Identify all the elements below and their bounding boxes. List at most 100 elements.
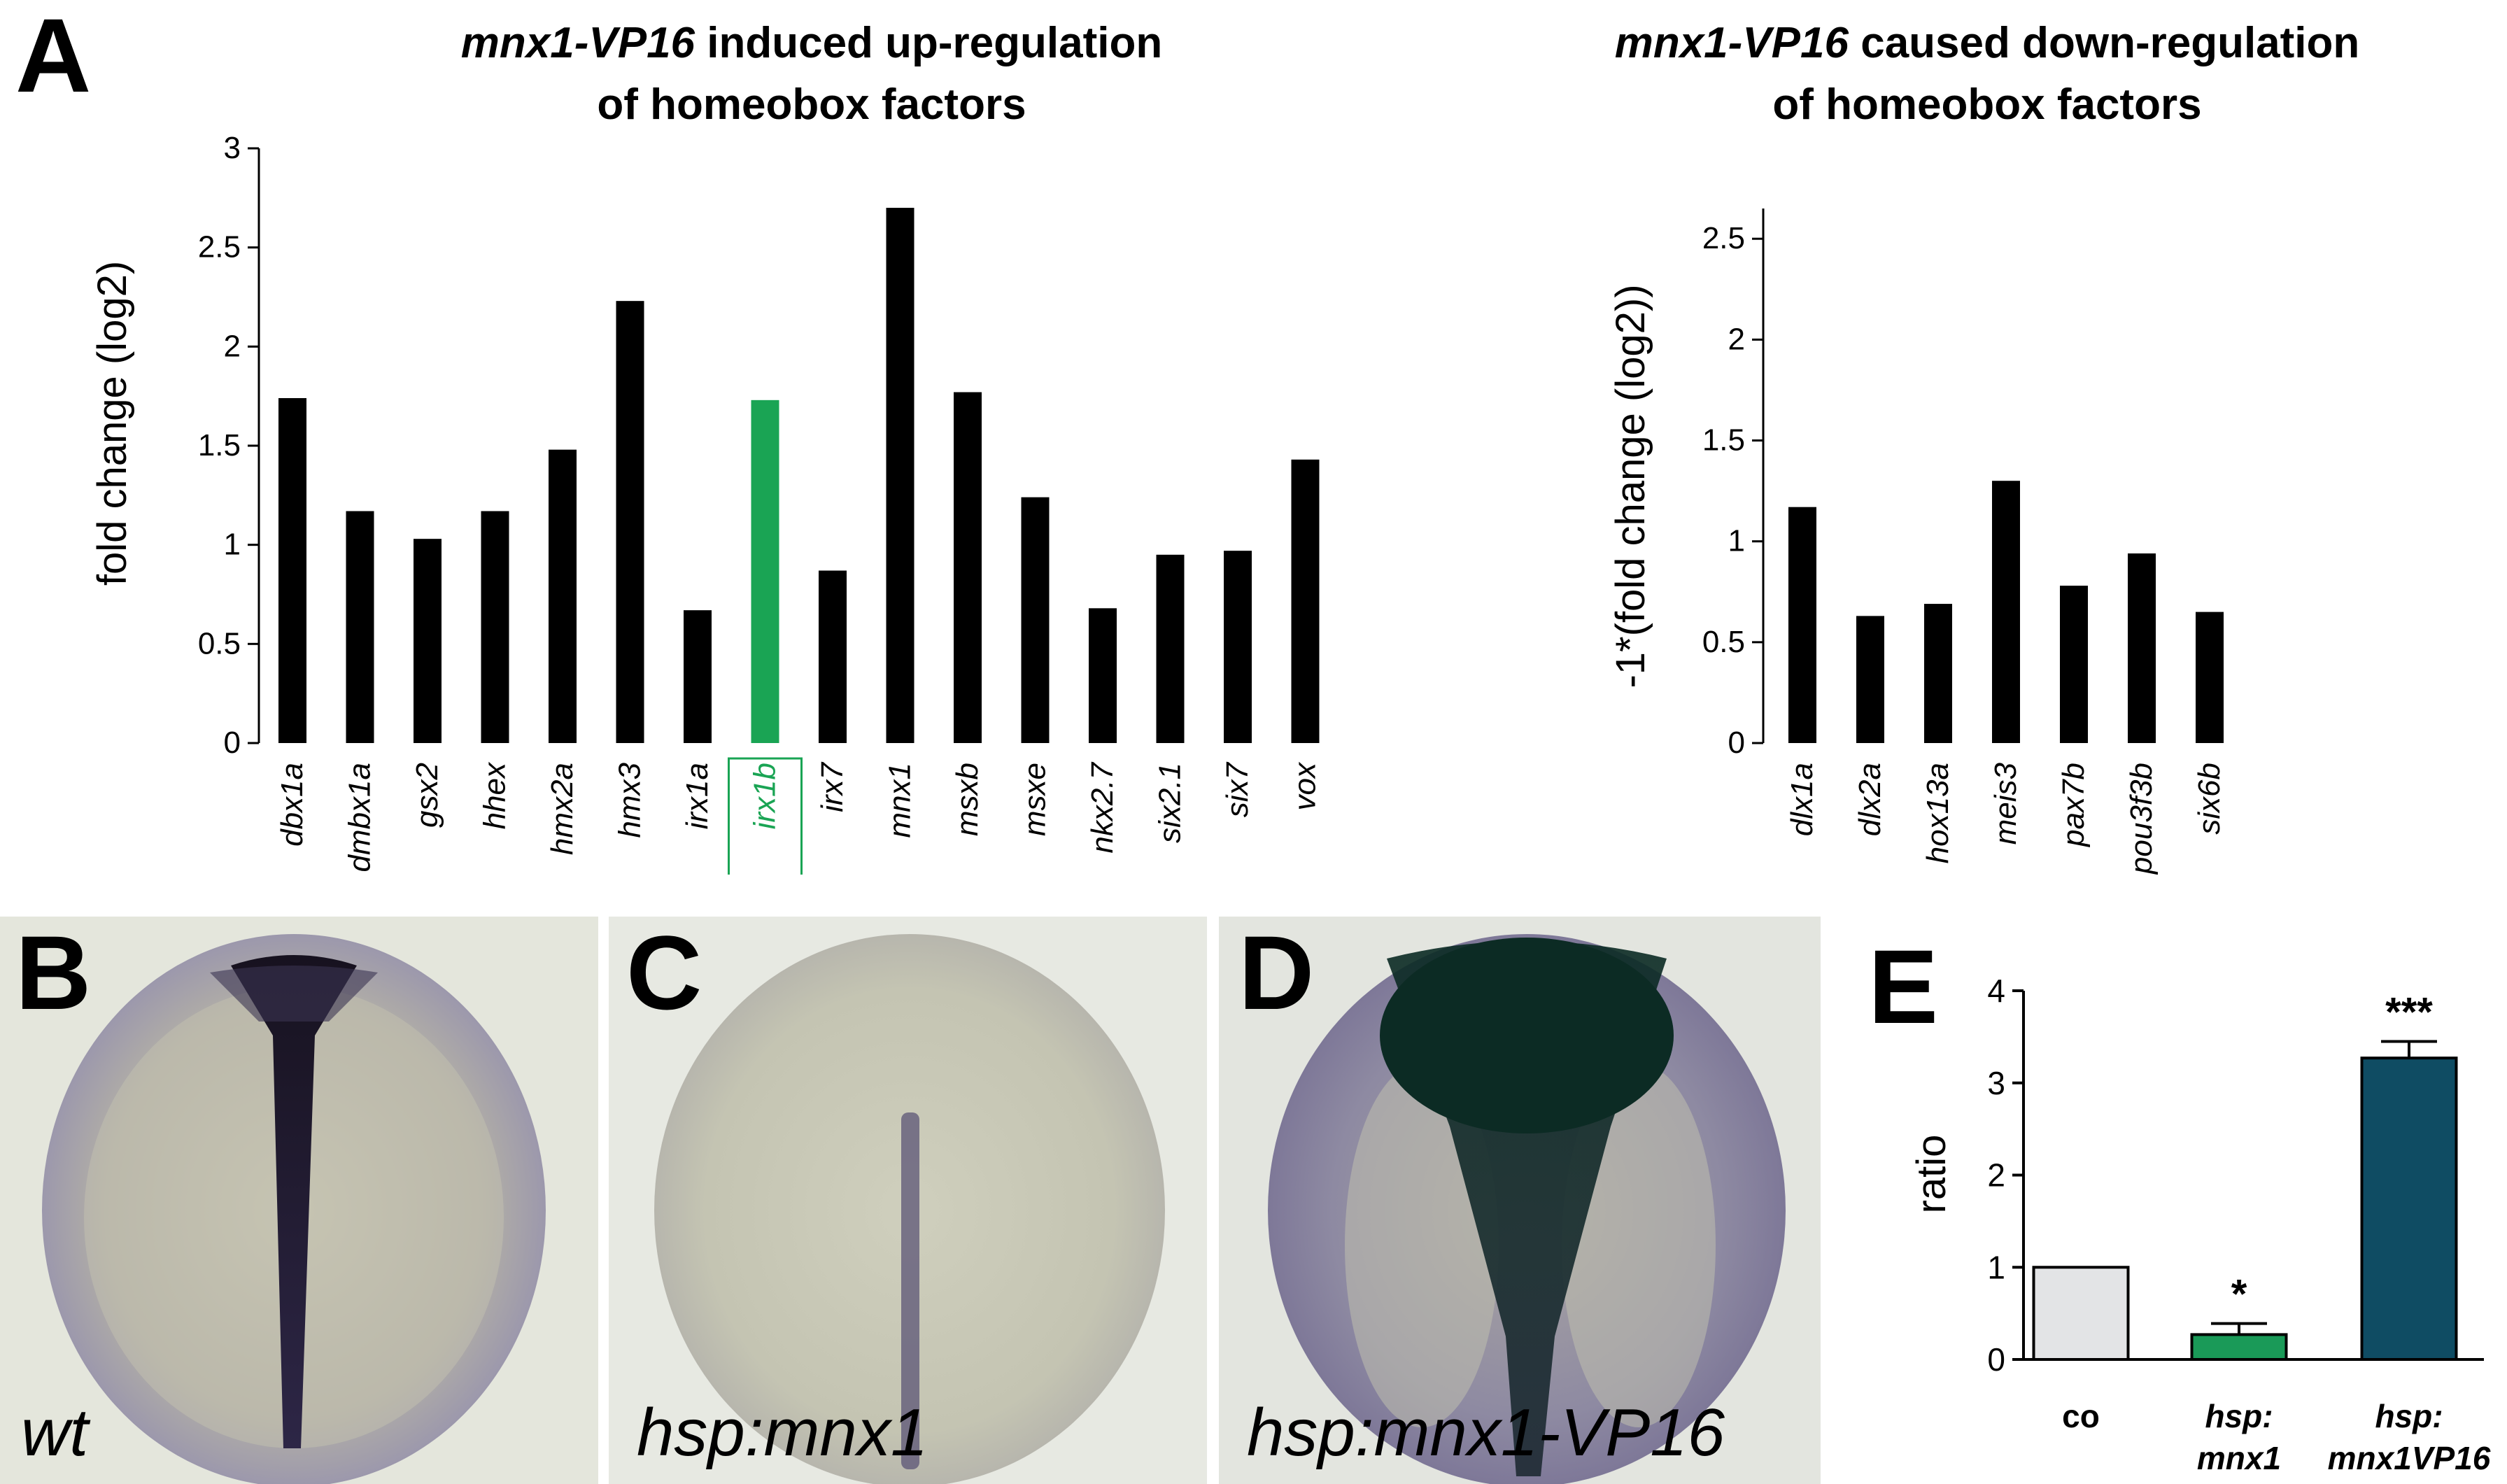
- e-category-label-line2: mnx1VP16: [2328, 1440, 2491, 1476]
- down-category-label: meis3: [1989, 762, 2023, 845]
- up-y-tick-label: 3: [224, 131, 241, 165]
- up-bar-six7: [1224, 551, 1252, 743]
- down-bar-dlx1a: [1788, 507, 1816, 743]
- up-bar-hmx2a: [549, 449, 577, 743]
- down-y-tick-label: 0: [1728, 726, 1745, 760]
- up-bar-dbx1a: [278, 398, 306, 743]
- up-category-label: gsx2: [410, 763, 444, 828]
- up-bar-mnx1: [886, 208, 914, 743]
- e-category-label-line1: co: [2062, 1398, 2100, 1434]
- label-c-hsp-mnx1: hsp:mnx1: [637, 1395, 928, 1470]
- down-y-tick-label: 1.5: [1702, 423, 1745, 458]
- e-y-tick-label: 4: [1987, 973, 2005, 1009]
- chart-down-regulation: mnx1-VP16 caused down-regulation of home…: [1608, 19, 2360, 875]
- e-category-label-line1: hsp:: [2375, 1398, 2443, 1434]
- down-y-tick-label: 1: [1728, 524, 1745, 558]
- chart-up-title-line2: of homeobox factors: [597, 80, 1026, 129]
- up-category-label: dmbx1a: [343, 763, 377, 872]
- e-y-tick-label: 3: [1987, 1065, 2005, 1101]
- e-significance: *: [2231, 1272, 2247, 1317]
- chart-up-ylabel: fold change (log2): [90, 261, 135, 586]
- up-bar-msxe: [1021, 497, 1050, 743]
- up-bar-dmbx1a: [346, 511, 374, 743]
- embryo-c: [654, 934, 1165, 1484]
- up-bar-irx1b: [751, 400, 779, 743]
- up-bar-msxb: [954, 392, 982, 743]
- e-category-label-line1: hsp:: [2205, 1398, 2273, 1434]
- chart-down-title-line1: mnx1-VP16 caused down-regulation: [1615, 19, 2360, 67]
- photo-d-hsp-mnx1-vp16: hsp:mnx1-VP16: [1219, 917, 1821, 1484]
- photo-b-wt: wt: [0, 917, 598, 1484]
- up-y-tick-label: 0.5: [198, 626, 241, 660]
- panel-letter-a: A: [15, 0, 92, 114]
- embryo-d: [1268, 934, 1786, 1484]
- label-b-wt: wt: [21, 1395, 88, 1470]
- up-category-label: hhex: [478, 761, 512, 829]
- e-bar-1: [2190, 1333, 2288, 1361]
- e-y-tick-label: 1: [1987, 1249, 2005, 1285]
- chart-up-title-line1: mnx1-VP16 induced up-regulation: [461, 19, 1162, 67]
- up-category-label: dbx1a: [275, 763, 309, 847]
- down-bar-pou3f3b: [2128, 553, 2156, 743]
- panel-letter-d: D: [1238, 914, 1315, 1031]
- up-bar-hmx3: [616, 301, 644, 744]
- down-bar-meis3: [1992, 481, 2020, 743]
- down-category-label: pou3f3b: [2124, 763, 2159, 875]
- up-category-label: six2.1: [1153, 763, 1187, 843]
- up-category-label: vox: [1288, 761, 1322, 810]
- up-category-label: hmx3: [613, 762, 647, 838]
- up-bar-nkx2-7: [1089, 608, 1117, 743]
- down-bar-dlx2a: [1856, 616, 1884, 743]
- up-category-label: six7: [1220, 761, 1255, 817]
- down-category-label: dlx1a: [1785, 763, 1819, 836]
- chart-ratio-ylabel: ratio: [1909, 1135, 1954, 1214]
- up-category-label: msxb: [950, 763, 984, 836]
- up-y-tick-label: 1: [224, 528, 241, 562]
- e-category-label-line2: mnx1: [2197, 1440, 2281, 1476]
- down-y-tick-label: 2.5: [1702, 221, 1745, 255]
- e-y-tick-label: 2: [1987, 1157, 2005, 1194]
- down-y-tick-label: 0.5: [1702, 625, 1745, 659]
- up-bar-vox: [1291, 459, 1320, 743]
- up-bar-irx7: [819, 570, 847, 743]
- up-category-label: mnx1: [883, 763, 917, 838]
- e-bar-0: [2032, 1266, 2130, 1361]
- embryo-b: [42, 934, 546, 1484]
- chart-up-regulation: mnx1-VP16 induced up-regulation of homeo…: [90, 19, 1322, 875]
- photo-c-hsp-mnx1: hsp:mnx1: [609, 917, 1207, 1484]
- chart-ratio: ratio 0 1 2 3 4 co * hsp: mnx1 *** hsp: mnx1VP16: [1909, 973, 2491, 1476]
- up-bar-gsx2: [414, 539, 442, 743]
- up-bar-irx1a: [684, 610, 712, 743]
- up-bar-six2-1: [1156, 554, 1185, 743]
- e-y-tick-label: 0: [1987, 1341, 2005, 1378]
- down-category-label: hox13a: [1921, 763, 1955, 863]
- down-bar-hox13a: [1924, 604, 1952, 743]
- e-bar-2: [2360, 1057, 2458, 1362]
- down-bar-pax7b: [2060, 586, 2088, 743]
- panel-letter-b: B: [15, 914, 92, 1031]
- up-category-label: nkx2.7: [1085, 761, 1120, 853]
- label-d-hsp-mnx1-vp16: hsp:mnx1-VP16: [1247, 1395, 1725, 1470]
- chart-down-ylabel: -1*(fold change (log2)): [1608, 284, 1653, 688]
- down-bar-six6b: [2196, 612, 2224, 743]
- up-category-label: irx1a: [680, 763, 714, 829]
- up-bar-hhex: [481, 511, 509, 743]
- up-category-label: irx7: [815, 761, 849, 812]
- down-category-label: dlx2a: [1853, 763, 1887, 836]
- down-category-label: pax7b: [2056, 763, 2091, 848]
- e-significance: ***: [2385, 989, 2433, 1035]
- panel-letter-c: C: [626, 914, 702, 1031]
- up-highlight-box: [728, 757, 803, 875]
- up-y-tick-label: 2: [224, 329, 241, 363]
- up-category-label: hmx2a: [545, 763, 579, 855]
- down-y-tick-label: 2: [1728, 322, 1745, 356]
- up-y-tick-label: 2.5: [198, 230, 241, 264]
- up-y-tick-label: 0: [224, 726, 241, 760]
- panel-letter-e: E: [1868, 928, 1939, 1045]
- down-category-label: six6b: [2192, 763, 2226, 835]
- up-category-label: msxe: [1018, 763, 1052, 836]
- up-y-tick-label: 1.5: [198, 428, 241, 462]
- up-category-label: irx1b: [748, 763, 782, 829]
- chart-down-title-line2: of homeobox factors: [1772, 80, 2201, 129]
